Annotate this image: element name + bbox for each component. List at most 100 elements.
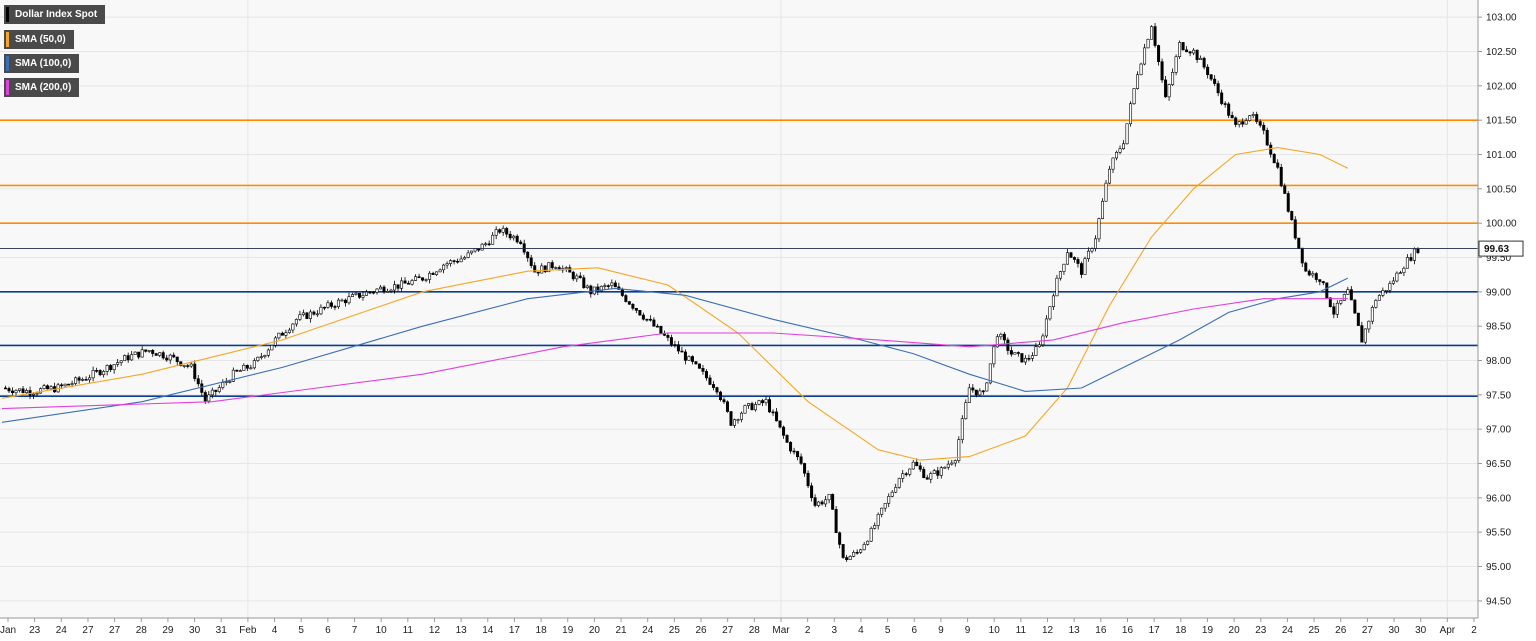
candle-up	[985, 382, 989, 392]
candle-up	[852, 551, 856, 557]
candle-up	[512, 235, 516, 239]
candle-down	[1209, 74, 1213, 80]
candle-down	[761, 400, 765, 404]
x-tick-label: 9	[938, 625, 944, 636]
y-tick-label: 101.00	[1486, 150, 1517, 161]
candle-down	[782, 426, 786, 436]
candle-down	[715, 387, 719, 393]
x-tick-label: 4	[272, 625, 278, 636]
candle-up	[252, 360, 256, 369]
candle-down	[1216, 83, 1220, 94]
candle-up	[575, 275, 579, 280]
candle-up	[894, 487, 898, 493]
candle-down	[1230, 115, 1234, 119]
candle-down	[98, 370, 102, 376]
candle-up	[287, 329, 291, 333]
legend-sma100[interactable]: SMA (100,0)	[4, 54, 80, 73]
x-tick-label: 17	[509, 625, 521, 636]
x-axis-ticks: Jan 23 24 27 27 28 29 30 31 Feb 4 5 6 7 10 11 12 13 14 17 18…	[0, 618, 1477, 636]
candle-down	[456, 260, 460, 263]
candle-down	[792, 450, 796, 453]
x-tick-label: 10	[376, 625, 388, 636]
legend-swatch-icon	[6, 80, 9, 95]
x-tick-label: 11	[1016, 625, 1027, 636]
x-tick-label: 24	[642, 625, 654, 636]
candle-down	[161, 352, 165, 359]
candle-down	[235, 369, 239, 372]
candle-down	[1153, 26, 1157, 46]
candle-up	[869, 528, 873, 542]
candle-down	[820, 501, 824, 505]
candle-down	[631, 303, 635, 309]
candle-down	[589, 285, 593, 295]
y-tick-label: 97.00	[1486, 425, 1511, 436]
candle-up	[130, 354, 134, 361]
x-tick-label: 10	[989, 625, 1001, 636]
candle-up	[217, 387, 221, 392]
candle-down	[1185, 49, 1189, 53]
candle-up	[361, 295, 365, 298]
candle-down	[690, 356, 694, 362]
candle-up	[354, 292, 358, 295]
legend-dollar-index[interactable]: Dollar Index Spot	[4, 5, 106, 24]
candle-up	[866, 540, 870, 545]
candle-up	[88, 377, 92, 381]
candle-up	[1132, 88, 1136, 105]
candle-down	[368, 291, 372, 294]
candle-up	[908, 468, 912, 475]
y-tick-label: 99.00	[1486, 287, 1511, 298]
candle-up	[25, 390, 29, 394]
x-tick-label: 24	[56, 625, 68, 636]
candle-down	[536, 271, 540, 274]
candle-down	[981, 390, 985, 393]
candle-down	[1188, 51, 1192, 54]
candle-up	[547, 262, 551, 273]
candle-up	[210, 389, 214, 396]
x-tick-label: 20	[589, 625, 601, 636]
candle-down	[1223, 103, 1227, 105]
candle-down	[193, 363, 197, 380]
candle-up	[610, 282, 614, 286]
x-tick-label: 31	[216, 625, 228, 636]
candle-up	[284, 332, 288, 336]
candle-up	[119, 360, 123, 363]
candle-up	[585, 285, 589, 288]
candle-down	[67, 383, 71, 386]
candle-up	[603, 285, 607, 287]
candle-up	[1115, 152, 1119, 159]
candle-down	[624, 295, 628, 302]
x-tick-label: 9	[965, 625, 971, 636]
candle-down	[694, 361, 698, 365]
candle-down	[725, 401, 729, 412]
candle-down	[1076, 259, 1080, 264]
candle-down	[704, 371, 708, 379]
candle-down	[322, 306, 326, 309]
x-tick-label: 21	[615, 625, 627, 636]
candle-down	[144, 349, 148, 352]
candle-down	[1356, 312, 1360, 326]
candle-up	[1363, 328, 1367, 343]
candle-down	[333, 306, 337, 308]
candle-up	[1104, 182, 1108, 202]
y-tick-label: 100.00	[1486, 219, 1517, 230]
candle-up	[42, 385, 46, 389]
candle-up	[501, 228, 505, 233]
legend-sma200[interactable]: SMA (200,0)	[4, 78, 80, 97]
legend-swatch-icon	[6, 7, 9, 22]
candle-down	[831, 493, 835, 510]
candles	[4, 23, 1420, 562]
y-tick-label: 97.50	[1486, 390, 1511, 401]
x-tick-label: 24	[1282, 625, 1294, 636]
legend-sma50[interactable]: SMA (50,0)	[4, 30, 74, 49]
candle-down	[508, 233, 512, 239]
candle-down	[1304, 262, 1308, 272]
candle-down	[803, 463, 807, 474]
candle-up	[950, 462, 954, 465]
x-tick-label: 6	[325, 625, 331, 636]
legend-label: SMA (50,0)	[15, 34, 66, 45]
candle-down	[421, 277, 425, 281]
candle-down	[1314, 273, 1318, 280]
horizontal-levels	[0, 119, 1478, 398]
candle-up	[445, 263, 449, 266]
